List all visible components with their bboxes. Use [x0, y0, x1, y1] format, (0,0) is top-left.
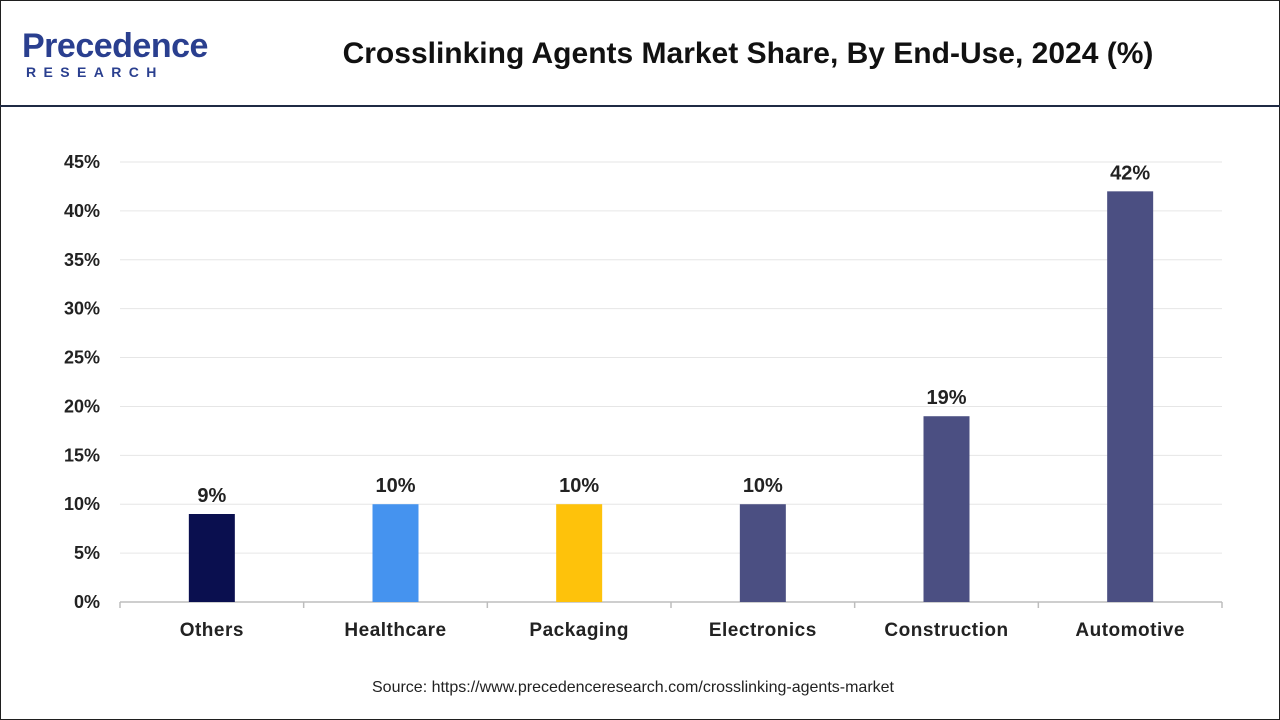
category-label-packaging: Packaging [529, 620, 629, 641]
source-note: Source: https://www.precedenceresearch.c… [372, 679, 894, 696]
data-label-automotive: 42% [1110, 162, 1150, 184]
category-label-electronics: Electronics [709, 620, 817, 641]
category-label-others: Others [180, 620, 244, 641]
bar-packaging [556, 504, 603, 602]
bar-construction [923, 416, 970, 602]
data-label-electronics: 10% [743, 475, 783, 497]
y-tick-label-35: 35% [64, 250, 100, 270]
category-label-automotive: Automotive [1075, 620, 1185, 641]
y-tick-label-40: 40% [64, 201, 100, 221]
category-label-construction: Construction [884, 620, 1008, 641]
precedence-research-logo: Precedence RESEARCH [22, 26, 222, 86]
bar-automotive [1107, 191, 1154, 602]
bar-electronics [739, 504, 786, 602]
header: Precedence RESEARCH Crosslinking Agents … [0, 0, 1280, 107]
y-tick-label-30: 30% [64, 299, 100, 319]
category-label-healthcare: Healthcare [344, 620, 446, 641]
y-tick-label-25: 25% [64, 348, 100, 368]
chart-title: Crosslinking Agents Market Share, By End… [342, 37, 1154, 70]
y-tick-label-45: 45% [64, 152, 100, 172]
logo-main-text: Precedence [22, 27, 208, 65]
data-label-packaging: 10% [559, 475, 599, 497]
y-tick-label-20: 20% [64, 396, 100, 416]
bar-healthcare [372, 504, 419, 602]
bar-others [188, 514, 235, 602]
y-tick-label-0: 0% [74, 592, 100, 612]
y-tick-label-5: 5% [74, 543, 100, 563]
data-label-construction: 19% [926, 387, 966, 409]
data-label-healthcare: 10% [375, 475, 415, 497]
logo-sub-text: RESEARCH [26, 64, 164, 80]
bar-chart: 0% 5% 10% 15% 20% 25% 30% 35% 40% 45% 9% Others 10% H… [64, 152, 1223, 641]
y-tick-label-15: 15% [64, 445, 100, 465]
y-tick-label-10: 10% [64, 494, 100, 514]
data-label-others: 9% [197, 485, 226, 507]
